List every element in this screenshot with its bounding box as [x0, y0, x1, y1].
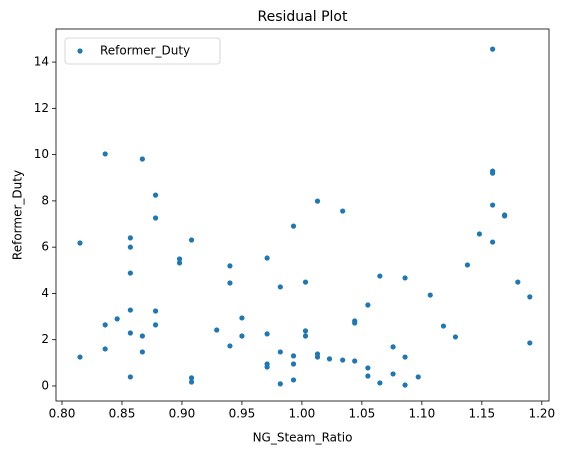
scatter-point: [77, 354, 83, 360]
legend-marker: [77, 48, 83, 54]
scatter-point: [440, 323, 447, 329]
scatter-point: [227, 280, 233, 286]
scatter-point: [290, 361, 297, 367]
scatter-point: [427, 292, 433, 298]
scatter-point: [152, 322, 159, 328]
x-tick-label: 0.80: [49, 407, 76, 421]
x-tick-label: 1.15: [468, 407, 495, 421]
y-tick-label: 6: [41, 240, 49, 254]
y-tick-label: 8: [41, 193, 49, 207]
y-tick-label: 4: [41, 286, 49, 300]
scatter-point: [490, 239, 496, 245]
scatter-point: [352, 358, 358, 364]
scatter-point: [377, 380, 383, 386]
scatter-point: [402, 382, 408, 388]
scatter-point: [464, 262, 471, 268]
scatter-point: [102, 346, 108, 352]
scatter-point: [377, 273, 383, 279]
scatter-point: [239, 333, 245, 339]
scatter-point: [490, 46, 496, 52]
scatter-point: [365, 373, 371, 379]
scatter-point: [102, 322, 108, 328]
scatter-point: [340, 357, 346, 363]
scatter-point: [527, 294, 533, 300]
scatter-point: [139, 333, 145, 339]
scatter-point: [365, 365, 371, 371]
scatter-point: [290, 223, 297, 229]
scatter-point: [227, 263, 233, 269]
scatter-point: [302, 279, 309, 285]
scatter-point: [127, 235, 133, 241]
scatter-point: [326, 356, 333, 362]
scatter-point: [152, 308, 159, 314]
scatter-point: [527, 340, 533, 346]
scatter-point: [188, 237, 195, 243]
scatter-point: [127, 330, 133, 336]
scatter-point: [176, 256, 183, 262]
scatter-point: [188, 379, 195, 385]
scatter-point: [452, 334, 459, 340]
scatter-point: [127, 307, 133, 313]
scatter-point: [127, 244, 133, 250]
scatter-point: [390, 344, 396, 350]
scatter-point: [490, 170, 496, 176]
scatter-point: [277, 284, 283, 290]
y-tick-label: 10: [34, 147, 49, 161]
scatter-point: [314, 354, 321, 360]
x-tick-label: 0.85: [109, 407, 136, 421]
scatter-point: [402, 354, 408, 360]
scatter-point: [277, 381, 283, 387]
y-tick-label: 0: [41, 378, 49, 392]
scatter-point: [264, 331, 270, 337]
scatter-point: [402, 275, 408, 281]
y-tick-label: 14: [34, 55, 49, 69]
scatter-point: [476, 231, 483, 237]
scatter-point: [127, 374, 133, 380]
scatter-point: [277, 349, 283, 355]
scatter-point: [114, 316, 120, 322]
scatter-point: [302, 328, 309, 334]
scatter-point: [77, 240, 83, 246]
x-tick-label: 0.95: [229, 407, 256, 421]
scatter-point: [340, 208, 346, 214]
plot-frame: [55, 28, 550, 402]
scatter-point: [227, 343, 233, 349]
y-tick-label: 12: [34, 101, 49, 115]
scatter-point: [139, 349, 145, 355]
scatter-point: [515, 279, 521, 285]
y-axis-label: Reformer_Duty: [11, 170, 25, 260]
scatter-point: [102, 151, 108, 157]
legend-label: Reformer_Duty: [100, 44, 190, 58]
scatter-point: [127, 270, 133, 276]
chart-title: Residual Plot: [258, 9, 348, 25]
scatter-point: [188, 375, 195, 381]
scatter-point: [490, 202, 496, 208]
scatter-point: [365, 302, 371, 308]
scatter-point: [302, 333, 309, 339]
scatter-point: [314, 198, 321, 204]
scatter-point: [264, 364, 270, 370]
x-tick-label: 1.05: [349, 407, 376, 421]
legend-box: [64, 37, 221, 65]
x-tick-label: 0.90: [169, 407, 196, 421]
y-tick-label: 2: [41, 332, 49, 346]
scatter-point: [264, 255, 270, 261]
scatter-point: [176, 260, 183, 266]
scatter-point: [390, 371, 396, 377]
x-tick-label: 1.20: [528, 407, 555, 421]
scatter-point: [290, 353, 297, 359]
scatter-point: [139, 156, 145, 162]
scatter-point: [415, 374, 421, 380]
scatter-point: [152, 215, 159, 221]
scatter-point: [290, 377, 297, 383]
scatter-point: [352, 320, 358, 326]
scatter-point: [152, 192, 159, 198]
x-tick-label: 1.10: [408, 407, 435, 421]
scatter-point: [214, 327, 220, 333]
scatter-point: [502, 213, 508, 219]
x-axis-label: NG_Steam_Ratio: [253, 431, 353, 445]
scatter-point: [239, 315, 245, 321]
x-tick-label: 1.00: [289, 407, 316, 421]
